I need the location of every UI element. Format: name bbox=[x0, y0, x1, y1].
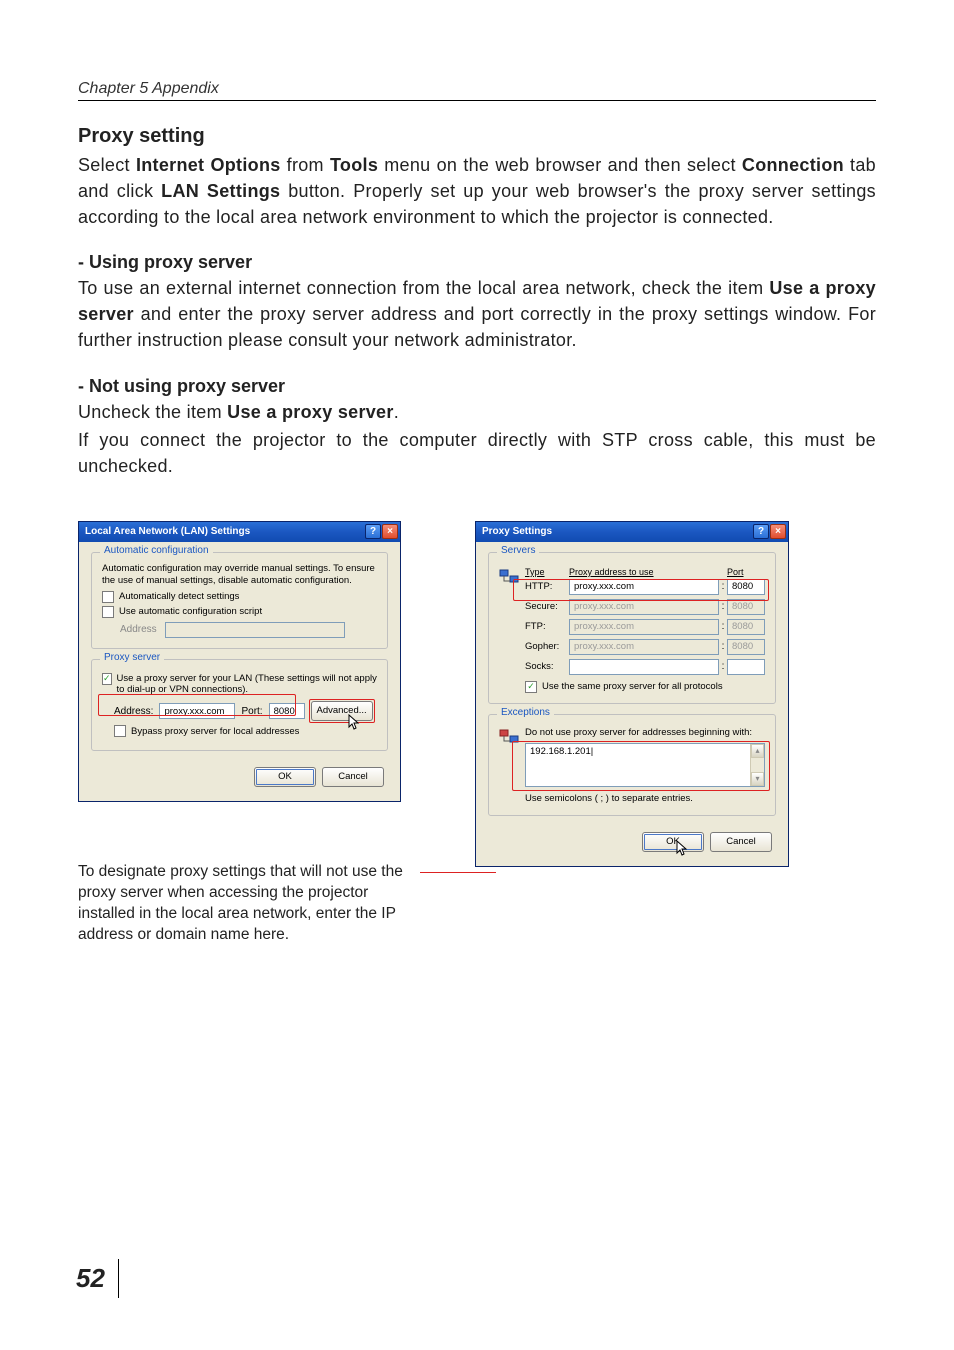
server-type-label: Gopher: bbox=[525, 641, 569, 652]
server-port-input bbox=[727, 639, 765, 655]
server-address-input bbox=[569, 619, 719, 635]
server-address-input bbox=[569, 599, 719, 615]
subheading-not-using-proxy: - Not using proxy server bbox=[78, 376, 876, 397]
exceptions-text: Do not use proxy server for addresses be… bbox=[525, 727, 765, 739]
heading-proxy-setting: Proxy setting bbox=[78, 125, 876, 148]
auto-config-text: Automatic configuration may override man… bbox=[102, 563, 377, 587]
checkbox-use-script[interactable] bbox=[102, 606, 114, 618]
header-type: Type bbox=[525, 567, 569, 577]
close-button-icon[interactable]: × bbox=[770, 524, 786, 539]
group-proxy-server: Proxy server ✓ Use a proxy server for yo… bbox=[91, 659, 388, 752]
callout-advanced-button bbox=[309, 699, 375, 723]
colon-separator: : bbox=[719, 661, 727, 672]
proxy-title: Proxy Settings bbox=[482, 526, 552, 537]
callout-http-row bbox=[513, 579, 769, 601]
legend-auto-config: Automatic configuration bbox=[100, 545, 213, 556]
colon-separator: : bbox=[719, 641, 727, 652]
group-servers: Servers Type Proxy address to use Port H… bbox=[488, 552, 776, 704]
header-address: Proxy address to use bbox=[569, 567, 719, 577]
label-bypass-local: Bypass proxy server for local addresses bbox=[131, 726, 299, 737]
server-address-input bbox=[569, 639, 719, 655]
colon-separator: : bbox=[719, 601, 727, 612]
scroll-down-icon[interactable]: ▾ bbox=[751, 772, 764, 786]
callout-connector bbox=[420, 872, 496, 873]
callout-address-port bbox=[98, 694, 296, 716]
server-type-label: FTP: bbox=[525, 621, 569, 632]
server-port-input bbox=[727, 599, 765, 615]
scrollbar[interactable]: ▴ ▾ bbox=[750, 744, 764, 786]
legend-servers: Servers bbox=[497, 545, 539, 556]
server-type-label: Socks: bbox=[525, 661, 569, 672]
using-proxy-paragraph: To use an external internet connection f… bbox=[78, 275, 876, 353]
not-using-proxy-line1: Uncheck the item Use a proxy server. bbox=[78, 399, 876, 425]
close-button-icon[interactable]: × bbox=[382, 524, 398, 539]
figures-row: Local Area Network (LAN) Settings ? × Au… bbox=[78, 521, 876, 867]
exceptions-input[interactable]: 192.168.1.201| ▴ ▾ bbox=[525, 743, 765, 787]
colon-separator: : bbox=[719, 621, 727, 632]
exceptions-hint: Use semicolons ( ; ) to separate entries… bbox=[525, 793, 765, 805]
label-script-address: Address bbox=[120, 624, 157, 635]
server-port-input bbox=[727, 619, 765, 635]
label-use-proxy: Use a proxy server for your LAN (These s… bbox=[117, 673, 377, 696]
legend-proxy-server: Proxy server bbox=[100, 652, 164, 663]
server-type-label: Secure: bbox=[525, 601, 569, 612]
cursor-icon bbox=[676, 840, 690, 858]
checkbox-same-proxy[interactable]: ✓ bbox=[525, 681, 537, 693]
lan-cancel-button[interactable]: Cancel bbox=[322, 767, 384, 787]
server-port-input[interactable] bbox=[727, 659, 765, 675]
server-address-input[interactable] bbox=[569, 659, 719, 675]
proxy-ok-button[interactable]: OK bbox=[642, 832, 704, 852]
group-exceptions: Exceptions Do not use proxy server for a… bbox=[488, 714, 776, 816]
group-auto-config: Automatic configuration Automatic config… bbox=[91, 552, 388, 649]
proxy-cancel-button[interactable]: Cancel bbox=[710, 832, 772, 852]
header-port: Port bbox=[727, 567, 765, 577]
proxy-settings-dialog: Proxy Settings ? × Servers Type Proxy ad… bbox=[475, 521, 789, 867]
lan-ok-button[interactable]: OK bbox=[254, 767, 316, 787]
intro-paragraph: Select Internet Options from Tools menu … bbox=[78, 152, 876, 230]
cursor-icon bbox=[348, 714, 362, 732]
advanced-button[interactable]: Advanced... bbox=[311, 701, 373, 721]
checkbox-use-proxy[interactable]: ✓ bbox=[102, 673, 112, 685]
lan-body: Automatic configuration Automatic config… bbox=[79, 542, 400, 802]
legend-exceptions: Exceptions bbox=[497, 707, 554, 718]
label-auto-detect: Automatically detect settings bbox=[119, 591, 239, 602]
proxy-titlebar[interactable]: Proxy Settings ? × bbox=[476, 522, 788, 542]
subheading-using-proxy: - Using proxy server bbox=[78, 252, 876, 273]
lan-titlebar[interactable]: Local Area Network (LAN) Settings ? × bbox=[79, 522, 400, 542]
scroll-up-icon[interactable]: ▴ bbox=[751, 744, 764, 758]
figure-caption: To designate proxy settings that will no… bbox=[78, 862, 418, 946]
checkbox-auto-detect[interactable] bbox=[102, 591, 114, 603]
chapter-header: Chapter 5 Appendix bbox=[78, 80, 876, 101]
lan-settings-dialog: Local Area Network (LAN) Settings ? × Au… bbox=[78, 521, 401, 803]
help-button-icon[interactable]: ? bbox=[365, 524, 381, 539]
input-script-address bbox=[165, 622, 345, 638]
lan-title: Local Area Network (LAN) Settings bbox=[85, 526, 250, 537]
proxy-body: Servers Type Proxy address to use Port H… bbox=[476, 542, 788, 866]
not-using-proxy-paragraph: If you connect the projector to the comp… bbox=[78, 427, 876, 479]
checkbox-bypass-local[interactable] bbox=[114, 725, 126, 737]
label-use-script: Use automatic configuration script bbox=[119, 606, 262, 617]
page-number: 52 bbox=[76, 1263, 105, 1294]
label-same-proxy: Use the same proxy server for all protoc… bbox=[542, 681, 723, 692]
help-button-icon[interactable]: ? bbox=[753, 524, 769, 539]
page: Chapter 5 Appendix Proxy setting Select … bbox=[0, 0, 954, 1350]
